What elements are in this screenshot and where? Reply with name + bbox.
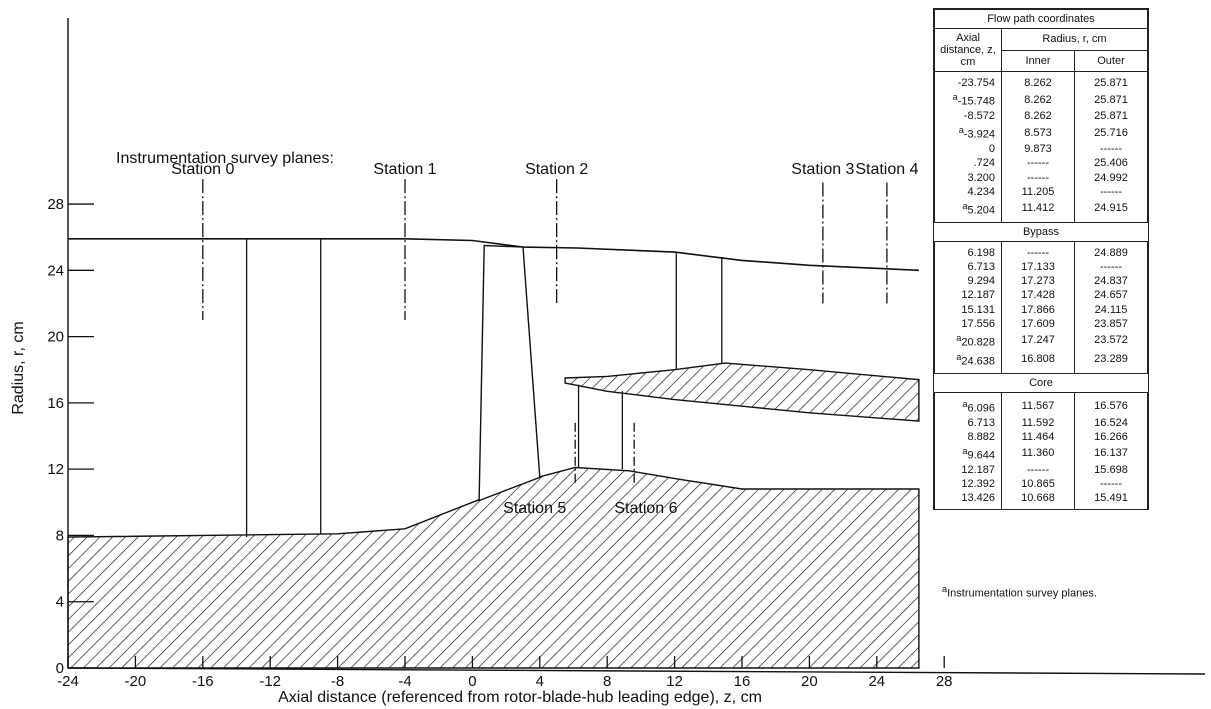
col-inner: Inner [1002, 50, 1075, 72]
x-tick-label: 4 [536, 673, 544, 690]
splitter-hatched-region [565, 363, 919, 421]
table-row: -23.754 8.262 25.871 [935, 72, 1148, 91]
y-axis-label: Radius, r, cm [10, 321, 27, 414]
x-tick-label: -20 [125, 673, 147, 690]
rotor-blade [479, 246, 540, 501]
station-label: Station 3 [791, 161, 854, 178]
y-tick-label: 4 [56, 594, 64, 611]
survey-planes-title: Instrumentation survey planes: [116, 150, 334, 167]
table-row: 6.198 ------ 24.889 [935, 241, 1148, 260]
table-footnote: aInstrumentation survey planes. [942, 582, 1142, 601]
station-label: Station 2 [525, 161, 588, 178]
table-row: 8.882 11.464 16.266 [935, 430, 1148, 444]
station-label: Station 1 [373, 161, 436, 178]
x-axis-label: Axial distance (referenced from rotor-bl… [278, 689, 762, 706]
table-row: 15.131 17.866 24.115 [935, 303, 1148, 317]
table-row: 6.713 11.592 16.524 [935, 416, 1148, 430]
y-tick-label: 12 [47, 461, 64, 478]
y-tick-label: 16 [47, 395, 64, 412]
hub-hatched-region [68, 468, 919, 669]
table-row: a9.644 11.360 16.137 [935, 444, 1148, 463]
table-title: Flow path coordinates [935, 10, 1148, 29]
x-tick-label: -4 [398, 673, 411, 690]
y-tick-label: 8 [56, 527, 64, 544]
table-row: 0 9.873 ------ [935, 142, 1148, 156]
station-label: Station 6 [614, 500, 677, 517]
table-row: .724 ------ 25.406 [935, 156, 1148, 170]
x-tick-label: -12 [259, 673, 281, 690]
x-tick-label: 12 [666, 673, 683, 690]
flow-path-coordinates-table: Flow path coordinates Axial distance, z,… [933, 8, 1149, 510]
x-tick-label: 20 [801, 673, 818, 690]
core-section-label: Core [935, 373, 1148, 392]
table-row: 12.187 17.428 24.657 [935, 288, 1148, 302]
table-row: 12.187 ------ 15.698 [935, 463, 1148, 477]
y-tick-label: 20 [47, 329, 64, 346]
x-tick-label: 8 [603, 673, 611, 690]
x-tick-label: 28 [936, 673, 953, 690]
table-row: 6.713 17.133 ------ [935, 260, 1148, 274]
bypass-section-label: Bypass [935, 222, 1148, 241]
y-tick-label: 28 [47, 196, 64, 213]
table-row: a5.204 11.412 24.915 [935, 199, 1148, 222]
station-label: Station 5 [503, 500, 566, 517]
y-tick-label: 24 [47, 262, 64, 279]
x-tick-label: -16 [192, 673, 214, 690]
x-tick-label: 0 [468, 673, 476, 690]
col-axial-distance: Axial distance, z, cm [935, 29, 1002, 72]
table-row: a-3.924 8.573 25.716 [935, 123, 1148, 142]
x-tick-label: 16 [734, 673, 751, 690]
x-tick-label: 24 [868, 673, 885, 690]
x-axis-line [68, 668, 1205, 674]
table-row: 4.234 11.205 ------ [935, 185, 1148, 199]
table-row: a-15.748 8.262 25.871 [935, 90, 1148, 109]
table-row: 17.556 17.609 23.857 [935, 317, 1148, 331]
x-tick-label: -8 [331, 673, 344, 690]
table-row: a24.638 16.808 23.289 [935, 350, 1148, 373]
table-row: 3.200 ------ 24.992 [935, 171, 1148, 185]
col-outer: Outer [1075, 50, 1148, 72]
table-row: -8.572 8.262 25.871 [935, 109, 1148, 123]
table-row: a20.828 17.247 23.572 [935, 331, 1148, 350]
y-tick-label: 0 [56, 660, 64, 677]
table-row: 9.294 17.273 24.837 [935, 274, 1148, 288]
col-radius: Radius, r, cm [1002, 29, 1148, 51]
table-row: 13.426 10.668 15.491 [935, 491, 1148, 509]
station-label: Station 4 [855, 161, 918, 178]
table-row: 12.392 10.865 ------ [935, 477, 1148, 491]
table-row: a6.096 11.567 16.576 [935, 392, 1148, 415]
